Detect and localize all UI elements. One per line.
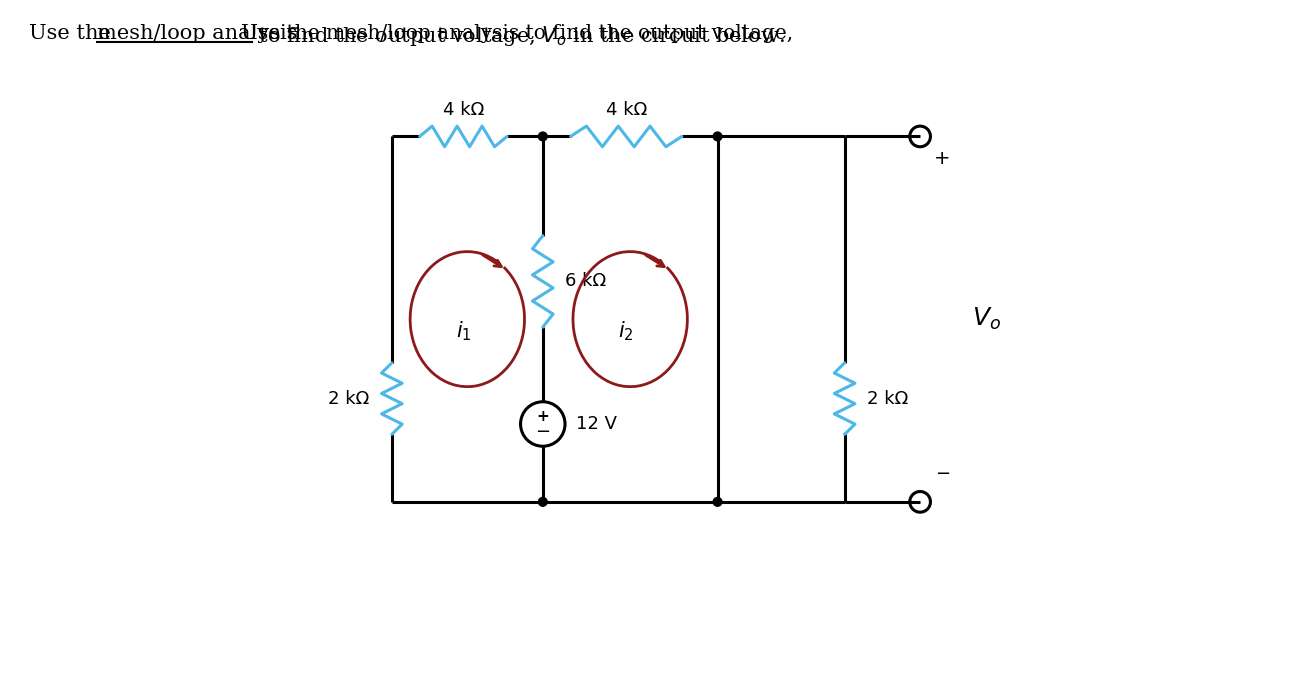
Text: −: − [535, 423, 551, 441]
Text: 2 kΩ: 2 kΩ [328, 390, 370, 407]
Circle shape [539, 132, 547, 141]
Text: mesh/loop analysis: mesh/loop analysis [97, 24, 297, 43]
Text: +: + [934, 149, 951, 168]
Text: Use the mesh/loop analysis to find the output voltage,: Use the mesh/loop analysis to find the o… [241, 24, 799, 43]
Text: 6 kΩ: 6 kΩ [565, 273, 606, 290]
Text: 4 kΩ: 4 kΩ [606, 101, 647, 119]
Circle shape [713, 498, 722, 506]
Text: 2 kΩ: 2 kΩ [867, 390, 908, 407]
Text: $i_1$: $i_1$ [455, 319, 471, 343]
Circle shape [713, 132, 722, 141]
Text: −: − [935, 465, 950, 483]
Text: +: + [536, 409, 549, 424]
Text: to find the output voltage, $V_o$ in the circuit below.: to find the output voltage, $V_o$ in the… [252, 24, 785, 47]
Text: Use the: Use the [29, 24, 118, 43]
Text: $i_2$: $i_2$ [619, 319, 634, 343]
Text: 12 V: 12 V [576, 415, 617, 433]
Circle shape [539, 498, 547, 506]
Text: 4 kΩ: 4 kΩ [442, 101, 484, 119]
Text: $V_o$: $V_o$ [972, 306, 1001, 332]
